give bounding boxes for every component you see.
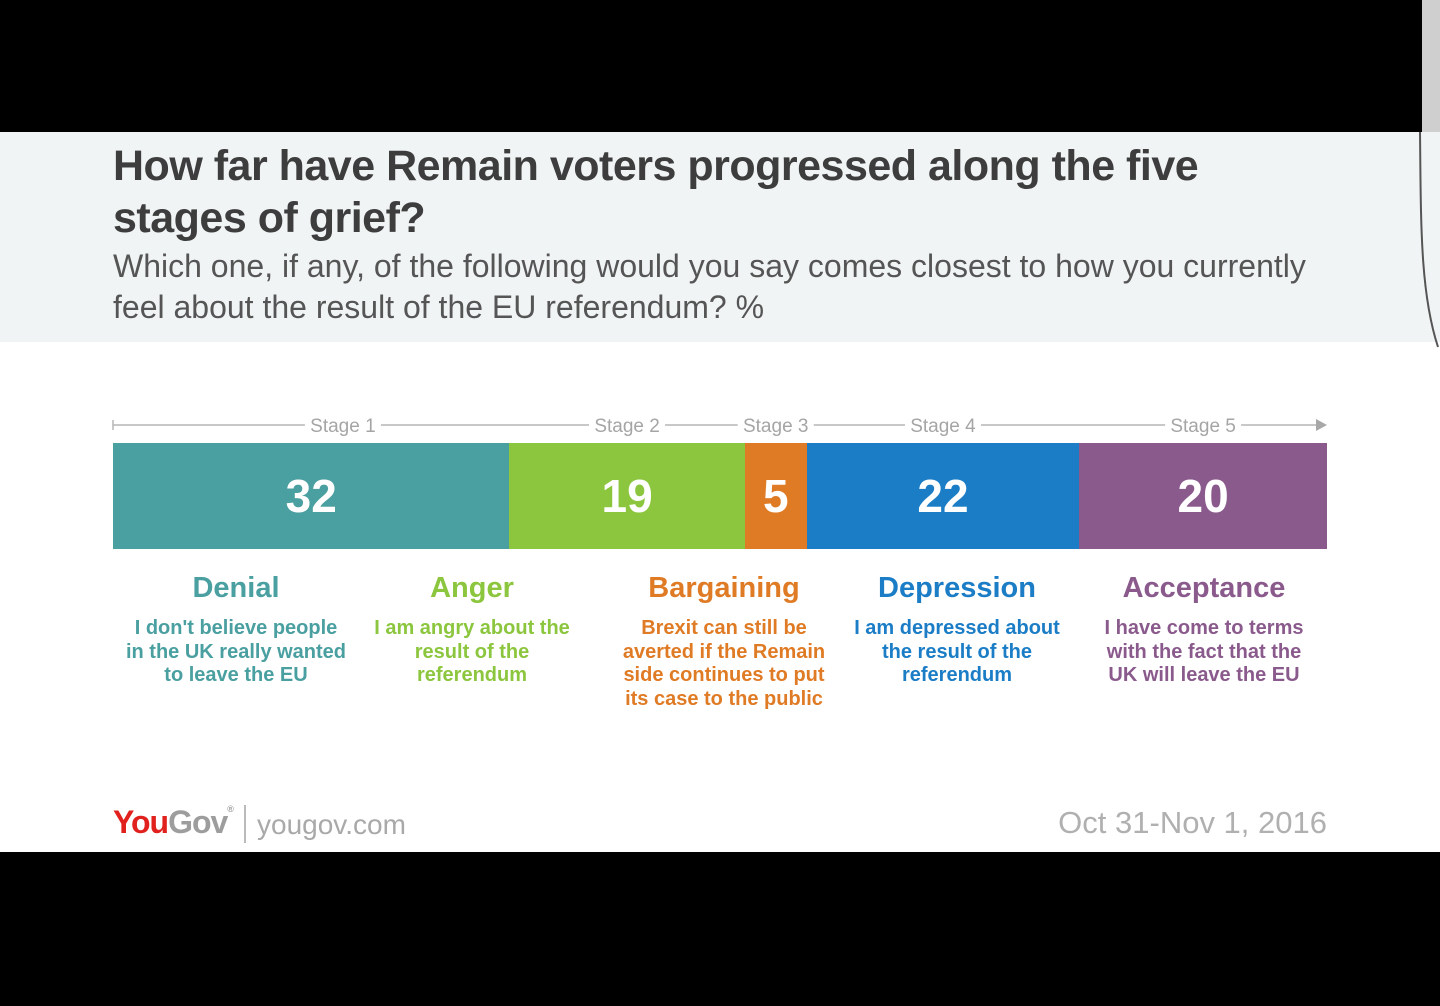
stage-label-bg <box>304 413 381 437</box>
description-line: the result of the <box>881 640 1032 663</box>
bar-segment-acceptance: 20 <box>1079 443 1327 549</box>
logo-gov: Gov <box>168 804 228 840</box>
stage-description-bargaining: Brexit can still be averted if the Remain… <box>599 617 849 711</box>
stage-name-depression: Depression <box>878 572 1036 604</box>
page-edge-curve <box>1419 132 1439 348</box>
stage-label-bg <box>1165 413 1242 437</box>
stage-description-denial: I don't believe people in the UK really w… <box>111 617 361 688</box>
description-line: referendum <box>901 664 1013 686</box>
stage-name-acceptance: Acceptance <box>1122 572 1286 604</box>
description-line: referendum <box>416 664 528 686</box>
stage-axis: Stage 1 Stage 2 Stage 3 Stage 4 Stage 5 <box>112 413 1327 437</box>
description-line: I am depressed about <box>854 617 1060 639</box>
stage-label-4: Stage 4 <box>910 416 976 437</box>
description-line: I have come to terms <box>1104 617 1304 639</box>
chart-header: How far have Remain voters progressed al… <box>0 132 1440 342</box>
footer-url: yougov.com <box>257 809 406 840</box>
bar-value-label: 32 <box>285 470 337 522</box>
description-line: Brexit can still be <box>641 617 807 639</box>
logo-registered-mark: ® <box>227 804 234 814</box>
bar-segment-bargaining: 5 <box>744 443 807 549</box>
stage-label-bg <box>737 413 814 437</box>
scrollbar[interactable] <box>1422 0 1440 132</box>
bar-value-label: 5 <box>762 470 789 522</box>
description-line: to leave the EU <box>164 664 308 686</box>
bar-value-label: 20 <box>1177 470 1229 522</box>
stacked-bar: 32 19 5 22 20 <box>113 443 1327 549</box>
logo-you: You <box>113 804 169 840</box>
stage-label-bg <box>589 413 666 437</box>
stage-label-5: Stage 5 <box>1170 416 1236 437</box>
chart-card: How far have Remain voters progressed al… <box>0 132 1440 852</box>
description-line: I don't believe people <box>134 617 338 639</box>
stage-label-3: Stage 3 <box>743 416 809 437</box>
footer-date: Oct 31-Nov 1, 2016 <box>1058 805 1327 840</box>
stage-label-bg <box>904 413 981 437</box>
description-line: I am angry about the <box>374 617 570 639</box>
stage-name-denial: Denial <box>192 572 280 604</box>
stage-description-anger: I am angry about the result of the referen… <box>347 617 597 688</box>
yougov-logo: YouGov® <box>113 804 234 841</box>
bar-segment-depression: 22 <box>806 443 1080 549</box>
description-line: result of the <box>414 640 530 663</box>
bar-segment-anger: 19 <box>509 443 745 549</box>
stage-description-acceptance: I have come to terms with the fact that t… <box>1079 617 1329 688</box>
bar-segment-denial: 32 <box>113 443 510 549</box>
axis-arrow-icon <box>1316 419 1327 431</box>
chart-subtitle: Which one, if any, of the following woul… <box>113 248 1306 325</box>
stage-description-depression: I am depressed about the result of the ref… <box>832 617 1082 688</box>
description-line: side continues to put <box>623 664 825 686</box>
bar-value-label: 19 <box>601 470 653 522</box>
stage-label-1: Stage 1 <box>310 416 376 437</box>
stage-label-2: Stage 2 <box>594 416 660 437</box>
chart-title: How far have Remain voters progressed al… <box>113 142 1199 242</box>
stage-name-bargaining: Bargaining <box>648 572 800 604</box>
description-line: averted if the Remain <box>622 640 826 663</box>
description-line: in the UK really wanted <box>125 640 347 663</box>
description-line: its case to the public <box>625 687 823 710</box>
bar-value-label: 22 <box>917 470 969 522</box>
description-line: with the fact that the <box>1106 640 1302 663</box>
stage-name-anger: Anger <box>430 572 514 604</box>
description-line: UK will leave the EU <box>1108 664 1300 686</box>
footer-divider <box>244 805 246 843</box>
